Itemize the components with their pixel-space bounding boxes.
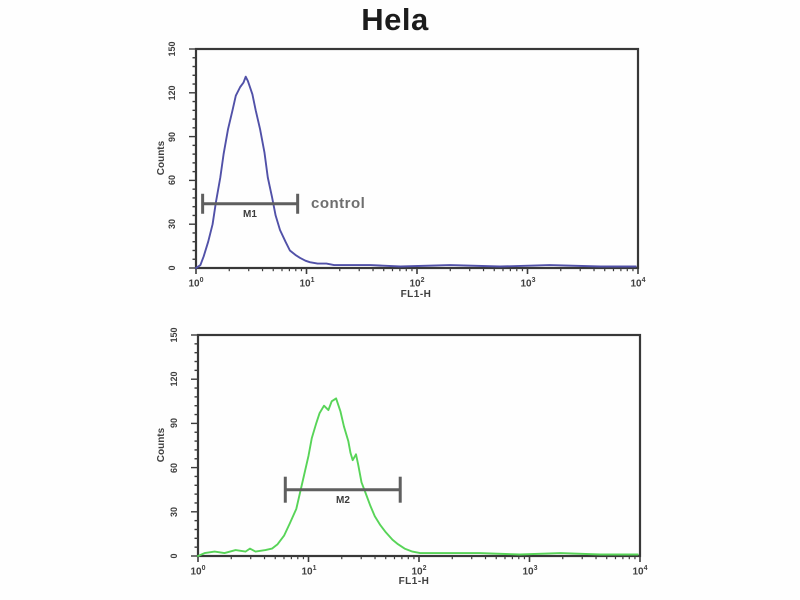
x-tick-exponent: 0 [201, 565, 206, 572]
figure-title: Hela [361, 2, 429, 37]
x-tick-label: 101 [294, 276, 320, 289]
x-axis-label-top: FL1-H [400, 289, 432, 300]
y-tick-label: 150 [167, 41, 177, 57]
x-tick-exponent: 2 [422, 565, 427, 572]
plot-frame [196, 333, 642, 558]
y-tick-label: 30 [169, 507, 179, 518]
x-tick-base: 10 [411, 566, 423, 578]
x-tick-label: 103 [517, 564, 543, 577]
x-tick-base: 10 [190, 566, 202, 578]
x-tick-label: 104 [625, 276, 651, 289]
control-curve [195, 75, 637, 269]
x-tick-base: 10 [520, 278, 532, 290]
y-tick-label: 120 [169, 371, 179, 387]
x-tick-exponent: 0 [199, 277, 204, 284]
y-tick-label: 90 [167, 132, 177, 143]
y-tick-label: 30 [167, 219, 177, 230]
x-tick-base: 10 [409, 278, 421, 290]
x-tick-exponent: 3 [533, 565, 538, 572]
x-tick-label: 100 [183, 276, 209, 289]
x-tick-label: 100 [185, 564, 211, 577]
y-tick-label: 90 [169, 418, 179, 429]
x-tick-exponent: 2 [420, 277, 425, 284]
gate-annotation: control [311, 195, 366, 212]
x-tick-exponent: 4 [641, 277, 646, 284]
plot-frame [194, 47, 640, 270]
y-tick-label: 60 [169, 463, 179, 474]
x-tick-base: 10 [301, 566, 313, 578]
y-tick-label: 120 [167, 85, 177, 101]
x-tick-base: 10 [188, 278, 200, 290]
x-tick-label: 104 [627, 564, 653, 577]
antibody-stained-curve [197, 397, 639, 557]
x-tick-exponent: 4 [643, 565, 648, 572]
x-tick-exponent: 1 [310, 277, 315, 284]
y-tick-label: 0 [167, 265, 177, 271]
x-tick-base: 10 [299, 278, 311, 290]
x-tick-exponent: 3 [531, 277, 536, 284]
x-tick-base: 10 [522, 566, 534, 578]
x-tick-exponent: 1 [312, 565, 317, 572]
x-axis-label-bottom: FL1-H [398, 576, 430, 587]
x-tick-base: 10 [632, 566, 644, 578]
x-tick-label: 102 [404, 276, 430, 289]
x-tick-label: 103 [515, 276, 541, 289]
x-tick-label: 102 [406, 564, 432, 577]
y-tick-label: 150 [169, 327, 179, 343]
x-tick-base: 10 [630, 278, 642, 290]
gate-label-m1: M1 [243, 209, 257, 220]
x-tick-label: 101 [296, 564, 322, 577]
y-tick-label: 60 [167, 175, 177, 186]
y-axis-label-bottom: Counts [156, 427, 167, 463]
y-tick-label: 0 [169, 553, 179, 559]
gate-label-m2: M2 [336, 495, 350, 506]
